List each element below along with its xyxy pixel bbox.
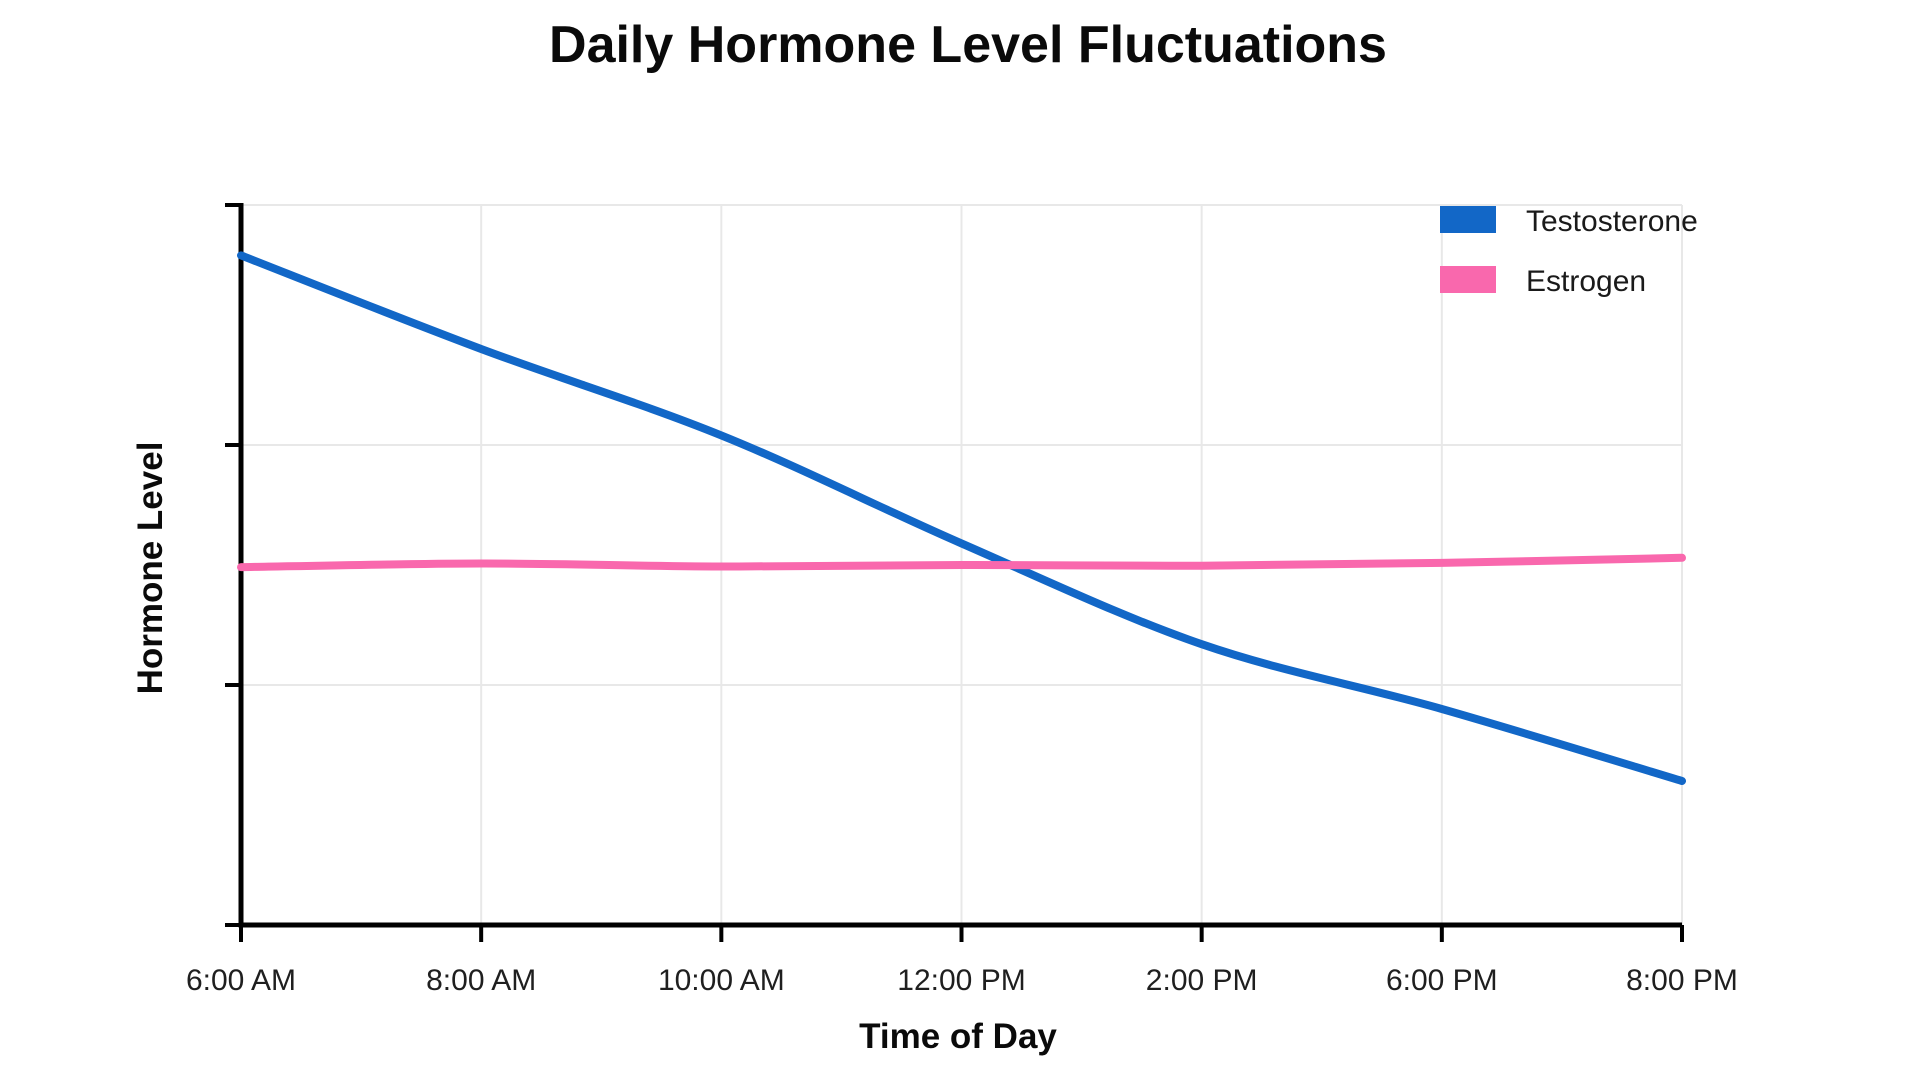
x-tick-label: 10:00 AM: [658, 964, 785, 997]
legend-label-testosterone: Testosterone: [1526, 205, 1698, 238]
x-tick-label: 2:00 PM: [1146, 964, 1258, 997]
legend-swatch-estrogen: [1440, 266, 1496, 293]
x-tick-label: 8:00 PM: [1626, 964, 1738, 997]
axes: [225, 203, 1684, 942]
x-tick-label: 8:00 AM: [426, 964, 536, 997]
x-tick-labels: 6:00 AM 8:00 AM 10:00 AM 12:00 PM 2:00 PM 6:0…: [186, 964, 1738, 997]
x-tick-label: 6:00 AM: [186, 964, 296, 997]
chart-title: Daily Hormone Level Fluctuations: [549, 16, 1387, 74]
legend: Testosterone Estrogen: [1440, 205, 1698, 298]
series-line-estrogen: [237, 553, 1686, 572]
series-line-testosterone: [237, 251, 1686, 785]
x-tick-label: 12:00 PM: [897, 964, 1025, 997]
series-lines: [237, 251, 1686, 785]
legend-label-estrogen: Estrogen: [1526, 265, 1646, 298]
y-axis-title: Hormone Level: [131, 442, 170, 695]
x-tick-label: 6:00 PM: [1386, 964, 1498, 997]
x-axis-title: Time of Day: [859, 1017, 1057, 1056]
legend-swatch-testosterone: [1440, 206, 1496, 233]
